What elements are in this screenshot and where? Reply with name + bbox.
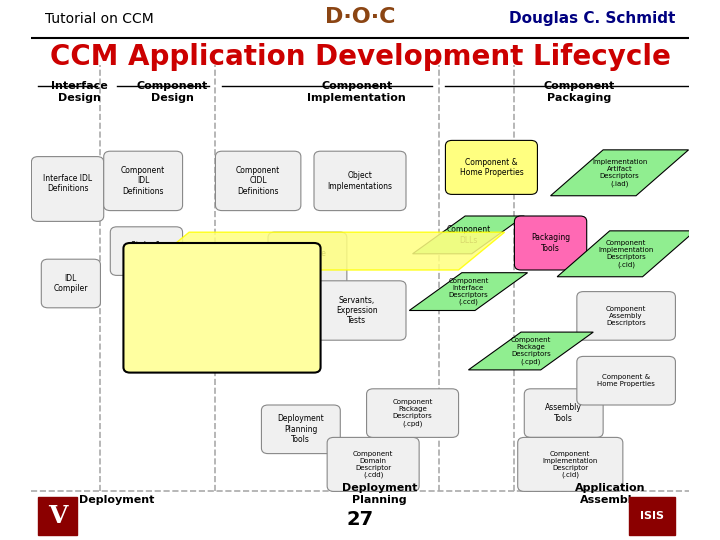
Text: Assembly
Tools: Assembly Tools xyxy=(545,403,582,423)
Text: Component
IDL
Definitions: Component IDL Definitions xyxy=(121,166,166,196)
Polygon shape xyxy=(143,232,505,270)
Polygon shape xyxy=(551,150,688,195)
Text: Tutorial on CCM: Tutorial on CCM xyxy=(45,12,153,26)
FancyBboxPatch shape xyxy=(104,151,183,211)
FancyBboxPatch shape xyxy=(215,151,301,211)
Text: packages: packages xyxy=(223,335,289,348)
Text: component: component xyxy=(158,335,240,348)
FancyBboxPatch shape xyxy=(366,389,459,437)
FancyBboxPatch shape xyxy=(577,356,675,405)
FancyBboxPatch shape xyxy=(38,497,78,535)
Text: IDL
Compiler: IDL Compiler xyxy=(53,274,88,293)
Text: Component
Package
Descriptors
(.cpd): Component Package Descriptors (.cpd) xyxy=(510,338,551,364)
Text: 27: 27 xyxy=(346,510,374,529)
Text: Component
CIDL
Definitions: Component CIDL Definitions xyxy=(236,166,280,196)
Text: D·O·C: D·O·C xyxy=(325,7,395,28)
Polygon shape xyxy=(557,231,695,276)
FancyBboxPatch shape xyxy=(524,389,603,437)
Text: Component
Assembly
Descriptors: Component Assembly Descriptors xyxy=(606,306,647,326)
FancyBboxPatch shape xyxy=(577,292,675,340)
Text: Object
Implementations: Object Implementations xyxy=(328,171,392,191)
Text: implementation artifacts &: implementation artifacts & xyxy=(127,286,317,299)
FancyBboxPatch shape xyxy=(32,157,104,221)
Text: Component
Implementation
Descriptor
(.cid): Component Implementation Descriptor (.ci… xyxy=(543,451,598,478)
FancyBboxPatch shape xyxy=(261,405,341,454)
Text: metadata descriptors into: metadata descriptors into xyxy=(130,310,313,323)
Text: Application
Assembly: Application Assembly xyxy=(575,483,645,505)
Text: Component &
Home Properties: Component & Home Properties xyxy=(597,374,655,387)
Text: Servants,
Expression
Tests: Servants, Expression Tests xyxy=(336,295,377,326)
Text: Language
Tools: Language Tools xyxy=(289,249,326,269)
FancyBboxPatch shape xyxy=(314,151,406,211)
FancyBboxPatch shape xyxy=(307,281,406,340)
Text: Component &
Home Properties: Component & Home Properties xyxy=(459,158,523,177)
Text: Deployment
Planning
Tools: Deployment Planning Tools xyxy=(277,414,324,444)
Polygon shape xyxy=(409,273,528,310)
Text: Component
Package
Descriptors
(.cpd): Component Package Descriptors (.cpd) xyxy=(392,400,433,427)
Text: Stubs &
Skeletons: Stubs & Skeletons xyxy=(128,241,165,261)
FancyBboxPatch shape xyxy=(123,243,320,373)
Text: Deployment: Deployment xyxy=(79,495,155,505)
FancyBboxPatch shape xyxy=(215,254,294,308)
Text: Component
Packaging: Component Packaging xyxy=(544,81,616,103)
Text: Implementation
Artifact
Descriptors
(.iad): Implementation Artifact Descriptors (.ia… xyxy=(592,159,647,186)
Polygon shape xyxy=(469,332,593,370)
Text: Deployment
Planning: Deployment Planning xyxy=(342,483,418,505)
Text: Grouping of component: Grouping of component xyxy=(139,262,305,275)
Text: Douglas C. Schmidt: Douglas C. Schmidt xyxy=(509,11,675,26)
FancyBboxPatch shape xyxy=(514,216,587,270)
FancyBboxPatch shape xyxy=(518,437,623,491)
FancyBboxPatch shape xyxy=(41,259,100,308)
Text: V: V xyxy=(48,504,68,528)
Text: Component
Domain
Descriptor
(.cdd): Component Domain Descriptor (.cdd) xyxy=(353,451,393,478)
Text: Component
Implementation
Descriptors
(.cid): Component Implementation Descriptors (.c… xyxy=(598,240,654,267)
Text: Component
Implementation: Component Implementation xyxy=(307,81,406,103)
Text: Interface
Design: Interface Design xyxy=(51,81,108,103)
Text: Component
Design: Component Design xyxy=(137,81,208,103)
FancyBboxPatch shape xyxy=(446,140,537,194)
Text: ISIS: ISIS xyxy=(640,511,665,521)
FancyBboxPatch shape xyxy=(110,227,183,275)
Text: Interface IDL
Definitions: Interface IDL Definitions xyxy=(43,174,92,193)
Text: Component
DLLs: Component DLLs xyxy=(446,225,490,245)
FancyBboxPatch shape xyxy=(268,232,347,286)
Text: Component
Interface
Descriptors
(.ccd): Component Interface Descriptors (.ccd) xyxy=(449,278,489,305)
FancyBboxPatch shape xyxy=(327,437,419,491)
Polygon shape xyxy=(413,216,524,254)
FancyBboxPatch shape xyxy=(629,497,675,535)
Text: CCM Application Development Lifecycle: CCM Application Development Lifecycle xyxy=(50,43,670,71)
Text: CIDL
Compiler: CIDL Compiler xyxy=(238,271,272,291)
Text: Packaging
Tools: Packaging Tools xyxy=(531,233,570,253)
